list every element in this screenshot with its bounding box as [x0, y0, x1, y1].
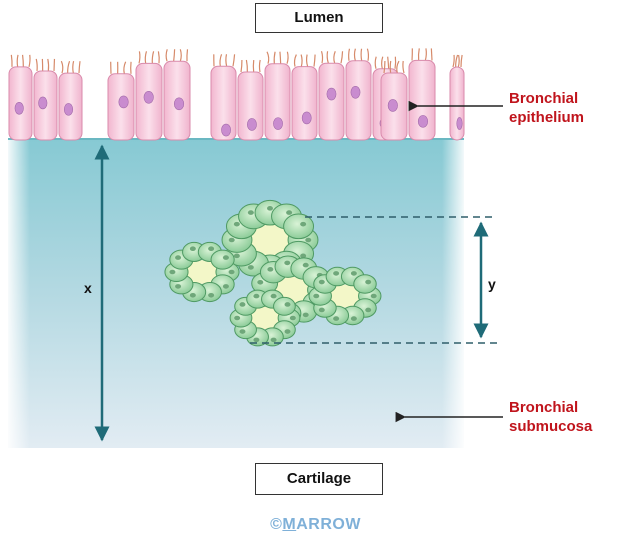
lumen-label: Lumen — [255, 3, 383, 33]
bronchial-submucosa-region — [8, 138, 464, 448]
epithelial-cell — [33, 58, 58, 141]
epithelial-cell — [318, 50, 345, 141]
gland-clusters — [164, 199, 382, 347]
x-label: x — [84, 280, 92, 296]
epithelial-cell — [380, 60, 408, 141]
copyright-logo: ©MARROW — [270, 516, 361, 533]
epithelial-cell — [163, 49, 191, 141]
bronchial-epithelium-label: Bronchial epithelium — [509, 90, 585, 126]
epithelial-cell — [135, 51, 163, 141]
epithelial-cell — [291, 54, 318, 141]
epithelial-cell — [449, 54, 465, 141]
gland-cluster — [229, 289, 301, 347]
bronchial-epithelium — [8, 48, 465, 141]
epithelial-cell — [8, 54, 33, 141]
epithelial-cell — [264, 51, 291, 141]
cartilage-label: Cartilage — [255, 463, 383, 495]
epithelial-cell — [237, 59, 264, 141]
epithelial-cell — [58, 60, 83, 141]
gland-cluster — [308, 266, 382, 326]
y-label: y — [488, 276, 496, 292]
epithelial-cell — [408, 48, 436, 141]
epithelial-cell — [107, 61, 135, 141]
epithelial-cell — [210, 54, 237, 141]
epithelial-cell — [345, 48, 372, 141]
bronchial-submucosa-label: Bronchial submucosa — [509, 399, 593, 435]
gland-cluster — [164, 241, 240, 303]
